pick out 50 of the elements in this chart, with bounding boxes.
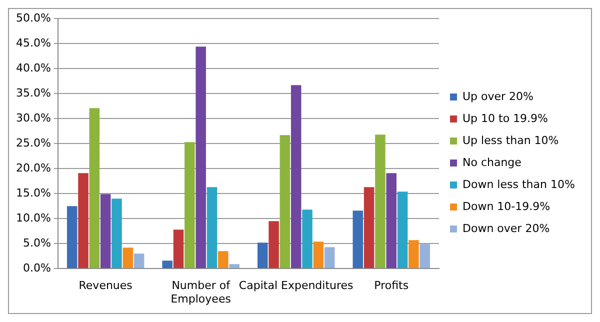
bar: [352, 210, 364, 268]
y-tick-label: 20.0%: [16, 161, 51, 174]
y-tick-label: 40.0%: [16, 61, 51, 74]
legend-label: Down over 20%: [462, 222, 550, 235]
x-tick-label: Profits: [374, 279, 409, 292]
bar: [122, 248, 134, 268]
bar: [420, 244, 430, 268]
bar: [89, 108, 100, 268]
bar: [375, 134, 386, 268]
y-tick-label: 25.0%: [16, 136, 51, 150]
legend-label: Up less than 10%: [462, 134, 559, 147]
bar: [134, 254, 144, 268]
legend-label: Up over 20%: [462, 90, 534, 103]
bar: [206, 187, 218, 268]
legend-label: Down less than 10%: [462, 178, 575, 191]
legend-label: Up 10 to 19.9%: [462, 112, 548, 125]
bar: [196, 46, 206, 268]
bar: [408, 240, 419, 268]
bar: [324, 247, 335, 268]
y-tick-label: 50.0%: [16, 11, 51, 24]
y-tick-label: 30.0%: [16, 111, 51, 124]
bar: [173, 230, 184, 268]
bar: [184, 142, 195, 268]
bar: [280, 135, 290, 268]
bar: [100, 194, 111, 268]
y-tick-label: 15.0%: [16, 186, 51, 200]
x-tick-label: Number of Employees: [170, 279, 232, 306]
y-tick-label: 5.0%: [22, 236, 51, 250]
bar: [229, 264, 240, 268]
bar: [257, 242, 268, 268]
bar: [386, 173, 396, 268]
bar: [112, 198, 122, 268]
bar: [302, 210, 312, 268]
y-tick-label: 45.0%: [16, 36, 51, 50]
bar: [397, 192, 408, 268]
bar: [78, 173, 88, 268]
bar: [364, 187, 374, 268]
legend-label: Down 10-19.9%: [462, 200, 550, 213]
bar: [66, 206, 78, 268]
bar: [268, 221, 279, 268]
bar: [218, 251, 228, 268]
legend-label: No change: [462, 156, 522, 169]
y-tick-label: 0.0%: [22, 261, 51, 274]
bar: [162, 260, 172, 268]
bar: [313, 242, 324, 268]
y-tick-label: 35.0%: [16, 86, 51, 100]
x-tick-label: Revenues: [78, 279, 133, 292]
bar: [290, 85, 302, 268]
y-tick-label: 10.0%: [16, 211, 51, 224]
x-tick-label: Capital Expenditures: [238, 279, 354, 292]
